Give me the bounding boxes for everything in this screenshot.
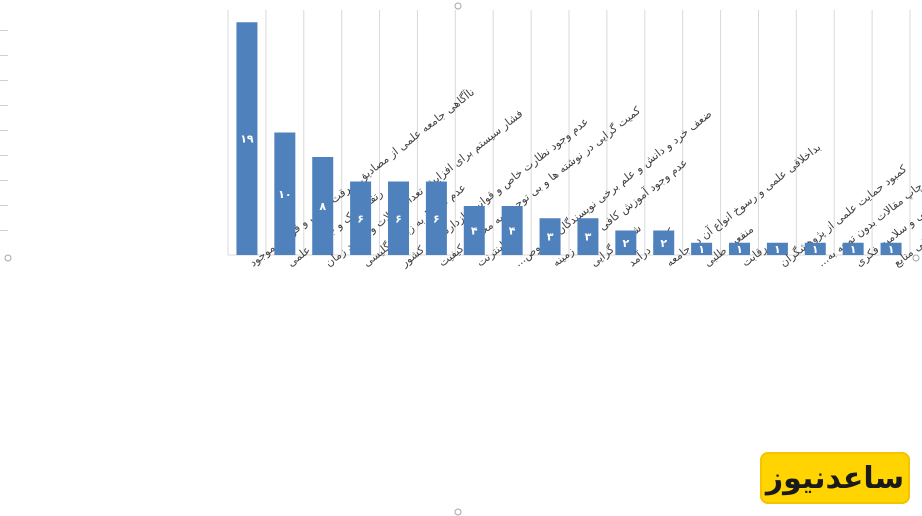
bar-value-label: ۴ <box>509 225 516 238</box>
axis-tick-mark <box>0 180 8 181</box>
axis-tick-mark <box>0 30 8 31</box>
bar <box>539 218 561 255</box>
bar <box>729 242 750 255</box>
bar-value-label: ۱۹ <box>240 133 254 146</box>
resize-handle[interactable] <box>454 2 462 10</box>
bar-value-label: ۳ <box>547 231 554 244</box>
bar <box>388 181 409 255</box>
axis-tick-mark <box>0 205 8 206</box>
resize-handle[interactable] <box>454 508 462 516</box>
bar <box>274 132 296 255</box>
bar-value-label: ۲ <box>622 237 629 250</box>
bar <box>766 242 788 255</box>
bar <box>577 218 599 255</box>
axis-tick-mark <box>0 230 8 231</box>
bar-value-label: ۱ <box>774 243 781 256</box>
bar-value-label: ۴ <box>471 225 478 238</box>
bar-value-label: ۱ <box>698 243 705 256</box>
axis-tick-mark <box>0 80 8 81</box>
bar-value-label: ۱ <box>812 243 819 256</box>
bar <box>501 206 523 255</box>
bar-value-label: ۱ <box>736 243 743 256</box>
resize-handle[interactable] <box>4 254 12 262</box>
bar <box>842 242 864 255</box>
bar-value-label: ۱ <box>888 243 895 256</box>
bar <box>236 22 258 255</box>
bar <box>463 206 485 255</box>
bar-value-label: ۲ <box>660 237 667 250</box>
axis-tick-mark <box>0 55 8 56</box>
resize-handle[interactable] <box>912 254 920 262</box>
bar <box>653 230 675 255</box>
bar-value-label: ۳ <box>585 231 592 244</box>
bar <box>880 242 902 255</box>
bar-value-label: ۶ <box>395 212 402 225</box>
axis-tick-mark <box>0 105 8 106</box>
bar-value-label: ۱ <box>850 243 857 256</box>
bar-value-label: ۸ <box>319 200 326 213</box>
bar-value-label: ۶ <box>357 212 364 225</box>
bar <box>312 157 334 255</box>
bar-value-label: ۱۰ <box>278 188 291 201</box>
watermark-logo: ساعدنیوز <box>760 452 910 504</box>
bar <box>425 181 447 255</box>
bar <box>615 230 637 255</box>
bar <box>350 181 372 255</box>
bar <box>804 242 826 255</box>
watermark-text: ساعدنیوز <box>765 460 905 496</box>
axis-tick-mark <box>0 130 8 131</box>
bar <box>691 242 713 255</box>
axis-tick-mark <box>0 155 8 156</box>
bar-value-label: ۶ <box>433 212 440 225</box>
